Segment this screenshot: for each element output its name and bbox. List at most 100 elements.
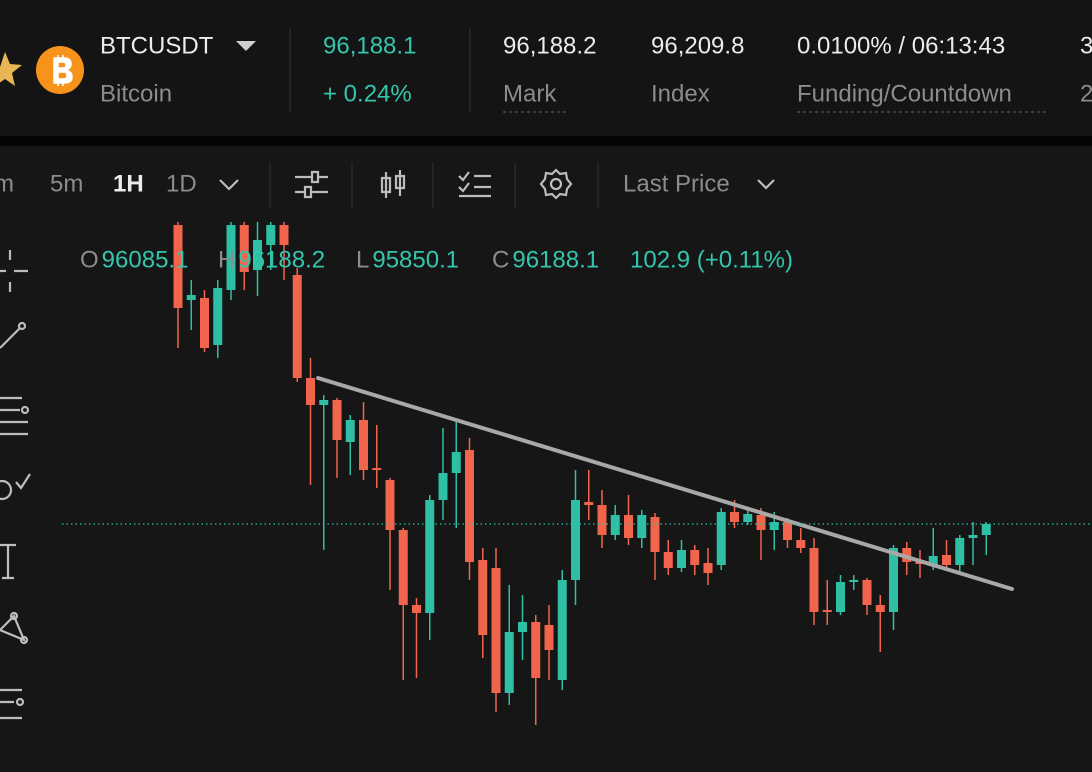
settings-icon-ring[interactable] (539, 168, 573, 200)
candle-body (226, 225, 236, 290)
candle-body (889, 548, 898, 612)
legend-value: 96188.2 (238, 246, 325, 273)
candle-body (862, 580, 872, 605)
candle-body (783, 522, 792, 540)
candle-body (451, 452, 461, 473)
candles (173, 222, 991, 725)
legend-value: 96188.1 (512, 246, 599, 273)
candle-body (942, 555, 951, 565)
ohlc-legend: O 96085.1 H 96188.2 L 95850.1 C 96188.1 102.9 (+… (80, 246, 793, 273)
candle-body (478, 560, 488, 635)
candle-body (412, 605, 421, 613)
candle-body (306, 378, 315, 405)
funding: 0.0100% / 06:13:43 (797, 32, 1005, 59)
candle-body (531, 622, 541, 678)
trend-line[interactable] (316, 376, 1014, 591)
candle-body (213, 288, 223, 345)
candle-body (836, 582, 845, 612)
settings-icon[interactable] (549, 177, 563, 191)
index-price: 96,209.8 (651, 32, 744, 59)
candle-body (597, 505, 607, 535)
coin-glyph (53, 55, 73, 86)
interval-dropdown[interactable] (219, 179, 239, 191)
candle-body (703, 563, 713, 573)
candle-body (292, 275, 302, 378)
candle-body (584, 502, 594, 505)
candle-body (465, 450, 474, 562)
candle-body (756, 515, 766, 530)
candle-body (557, 580, 567, 680)
candle-body (518, 622, 527, 632)
candle-body (173, 225, 183, 308)
candle-body (968, 535, 978, 538)
interval[interactable]: 1D (166, 170, 197, 197)
legend-change: 102.9 (+0.11%) (630, 246, 793, 273)
candle-body (690, 550, 700, 565)
candle-body (769, 522, 779, 530)
candle-body (319, 400, 329, 405)
candle-body (849, 580, 859, 582)
candle-body (398, 530, 408, 605)
candle-body (650, 517, 660, 552)
candle-body (385, 480, 395, 530)
candle-body (677, 550, 686, 568)
indicators-icon[interactable] (295, 170, 328, 199)
funding-label[interactable]: Funding/Countdown (797, 80, 1012, 107)
candle-body (425, 500, 435, 613)
candle-body (981, 524, 991, 535)
candle-body (928, 556, 938, 565)
mark-label[interactable]: Mark (503, 80, 557, 107)
legend-label: C (492, 246, 509, 273)
candle-body (822, 610, 832, 612)
legend-value: 95850.1 (372, 246, 459, 273)
candle-body (955, 538, 965, 565)
interval-active[interactable]: 1H (113, 170, 144, 197)
legend-label: O (80, 246, 99, 273)
overflow-label: 2 (1080, 80, 1092, 107)
legend-value: 96085.1 (102, 246, 189, 273)
candle-body (716, 512, 726, 565)
overflow-value: 3 (1080, 32, 1092, 59)
symbol-dropdown[interactable] (236, 41, 256, 51)
mark-price: 96,188.2 (503, 32, 596, 59)
legend-label: H (218, 246, 235, 273)
interval[interactable]: m (0, 170, 14, 197)
candle-body (730, 512, 739, 522)
candle-body (266, 225, 276, 245)
header-divider (0, 136, 1092, 146)
drawing-tools[interactable] (0, 250, 31, 720)
templates-icon[interactable] (458, 171, 491, 198)
candle-body (345, 420, 355, 442)
interval[interactable]: 5m (50, 170, 83, 197)
toolbar-separators (269, 162, 599, 208)
candle-body (544, 625, 554, 650)
candle-body (372, 468, 382, 470)
candle-body (743, 514, 753, 522)
candle-body (809, 548, 819, 612)
header-bg (0, 0, 1092, 136)
candle-body (637, 515, 647, 538)
price-change: + 0.24% (323, 80, 412, 107)
candle-body (491, 568, 501, 693)
candle-body (438, 473, 448, 500)
candle-body (332, 400, 342, 440)
coin-name: Bitcoin (100, 80, 172, 107)
index-label[interactable]: Index (651, 80, 710, 107)
symbol[interactable]: BTCUSDT (100, 32, 214, 59)
candle-body (796, 540, 806, 548)
last-price: 96,188.1 (323, 32, 416, 59)
candle-body (279, 225, 289, 245)
candle-body (186, 295, 196, 300)
candle-body (239, 225, 249, 272)
price-type-dropdown[interactable] (757, 179, 775, 190)
candle-body (663, 552, 673, 568)
price-type[interactable]: Last Price (623, 170, 730, 197)
candle-body (200, 298, 209, 348)
favorite-star[interactable] (0, 52, 22, 86)
candle-body (610, 515, 620, 535)
chart-type-icon[interactable] (380, 170, 406, 198)
candle-body (624, 515, 633, 538)
candle-body (253, 240, 262, 270)
candle-body (504, 632, 514, 693)
